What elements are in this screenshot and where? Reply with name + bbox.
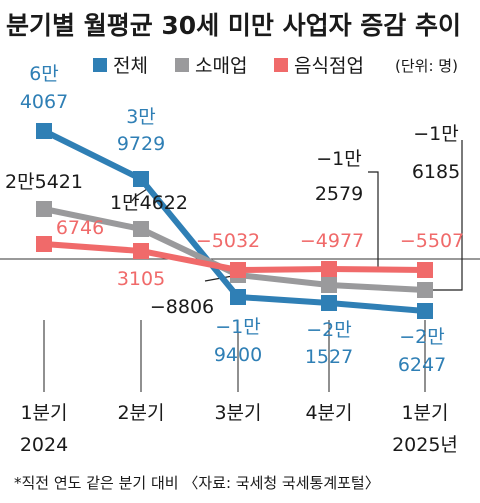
point-retail-1 bbox=[36, 201, 52, 217]
point-total-5 bbox=[417, 303, 433, 319]
data-label-total-2-line2: 9729 bbox=[117, 133, 165, 155]
legend-label-restaurant: 음식점업 bbox=[294, 55, 364, 77]
data-label-total-1-line2: 4067 bbox=[20, 91, 68, 113]
data-label-restaurant-1: 6746 bbox=[56, 217, 104, 239]
legend-swatch-total bbox=[93, 58, 107, 72]
leader-retail-q2 bbox=[131, 188, 148, 202]
data-label-retail-3: −8806 bbox=[150, 296, 214, 318]
footnote: *직전 연도 같은 분기 대비 〈자료: 국세청 국세통계포털〉 bbox=[14, 474, 380, 492]
point-restaurant-4 bbox=[321, 261, 337, 277]
data-label-restaurant-2: 3105 bbox=[117, 268, 165, 290]
legend: 전체 소매업 음식점업 (단위: 명) bbox=[93, 55, 458, 77]
x-tick-5-line2: 2025년 bbox=[392, 434, 458, 456]
data-label-retail-2: 1만4622 bbox=[110, 192, 188, 214]
data-label-restaurant-3: −5032 bbox=[196, 230, 260, 252]
x-tick-4: 4분기 bbox=[305, 402, 352, 424]
series-layer bbox=[36, 123, 433, 319]
data-label-total-3-line1: −1만 bbox=[215, 316, 261, 338]
data-label-retail-4-line2: 2579 bbox=[315, 183, 363, 205]
point-total-1 bbox=[36, 123, 52, 139]
x-tick-5-line1: 1분기 bbox=[401, 402, 448, 424]
unit-label: (단위: 명) bbox=[395, 57, 458, 75]
x-tick-1-line1: 1분기 bbox=[20, 402, 67, 424]
point-total-3 bbox=[230, 289, 246, 305]
x-axis: 1분기 2024 2분기 3분기 4분기 1분기 2025년 bbox=[20, 402, 458, 456]
vertical-guides bbox=[43, 320, 426, 392]
data-label-total-3-line2: 9400 bbox=[214, 344, 262, 366]
legend-swatch-restaurant bbox=[274, 58, 288, 72]
data-label-total-4-line1: −2만 bbox=[306, 319, 352, 341]
data-label-total-4-line2: 1527 bbox=[305, 346, 353, 368]
point-total-2 bbox=[133, 171, 149, 187]
data-label-retail-5-line2: 6185 bbox=[412, 161, 460, 183]
data-label-retail-1: 2만5421 bbox=[5, 171, 83, 193]
point-retail-5 bbox=[417, 282, 433, 298]
x-tick-1-line2: 2024 bbox=[20, 434, 68, 456]
point-restaurant-3 bbox=[230, 262, 246, 278]
data-label-total-5-line2: 6247 bbox=[398, 354, 446, 376]
legend-label-retail: 소매업 bbox=[195, 55, 247, 77]
point-restaurant-1 bbox=[36, 236, 52, 252]
point-total-4 bbox=[321, 295, 337, 311]
data-label-total-1-line1: 6만 bbox=[29, 63, 59, 85]
x-tick-2: 2분기 bbox=[117, 402, 164, 424]
x-tick-3: 3분기 bbox=[214, 402, 261, 424]
data-labels: 6만 4067 3만 9729 −1만 9400 −2만 1527 −2만 6247 2만5421 1… bbox=[5, 63, 464, 376]
legend-label-total: 전체 bbox=[113, 55, 148, 77]
data-label-restaurant-5: −5507 bbox=[400, 230, 464, 252]
point-restaurant-2 bbox=[133, 243, 149, 259]
data-label-retail-5-line1: −1만 bbox=[413, 123, 459, 145]
chart-title: 분기별 월평균 30세 미만 사업자 증감 추이 bbox=[6, 11, 461, 40]
point-restaurant-5 bbox=[417, 262, 433, 278]
legend-swatch-retail bbox=[175, 58, 189, 72]
point-retail-4 bbox=[321, 277, 337, 293]
data-label-restaurant-4: −4977 bbox=[300, 230, 364, 252]
data-label-total-5-line1: −2만 bbox=[399, 326, 445, 348]
data-label-retail-4-line1: −1만 bbox=[316, 148, 362, 170]
data-label-total-2-line1: 3만 bbox=[126, 106, 156, 128]
point-retail-2 bbox=[133, 221, 149, 237]
leader-retail-q1-2025 bbox=[425, 140, 463, 291]
